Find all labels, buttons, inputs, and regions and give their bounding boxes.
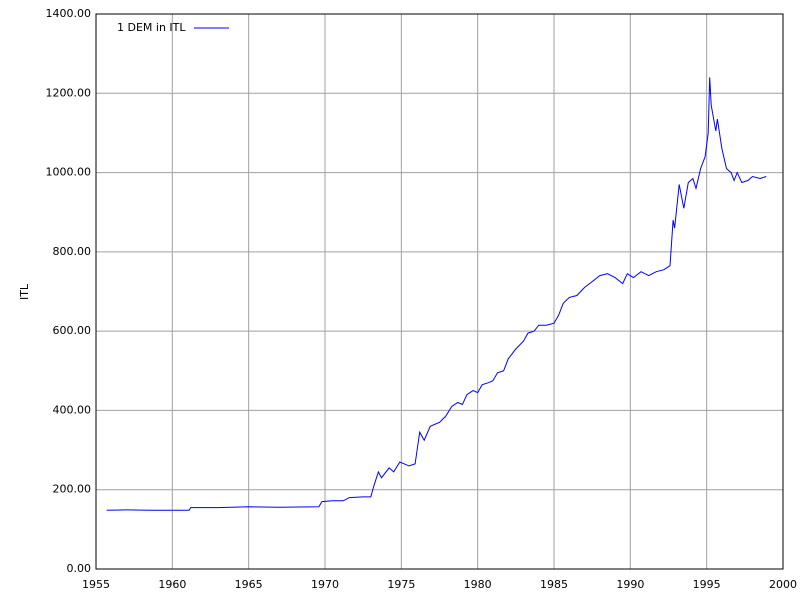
y-tick-label: 600.00 [53,324,92,337]
y-tick-label: 0.00 [67,562,92,575]
legend-label: 1 DEM in ITL [117,21,186,34]
y-tick-label: 800.00 [53,245,92,258]
x-tick-label: 1955 [82,578,110,591]
y-tick-label: 200.00 [53,483,92,496]
data-line [106,77,767,511]
x-tick-label: 1985 [540,578,568,591]
y-tick-label: 400.00 [53,403,92,416]
plot-frame [95,13,784,570]
x-tick-label: 1970 [311,578,339,591]
x-tick-label: 1995 [693,578,721,591]
x-tick-label: 2000 [769,578,797,591]
x-tick-label: 1990 [616,578,644,591]
x-tick-label: 1965 [235,578,263,591]
y-tick-label: 1200.00 [46,86,92,99]
x-tick-label: 1980 [464,578,492,591]
y-tick-label: 1400.00 [46,7,92,20]
y-axis-label: ITL [18,283,31,300]
x-tick-label: 1975 [387,578,415,591]
y-tick-label: 1000.00 [46,166,92,179]
x-tick-label: 1960 [158,578,186,591]
